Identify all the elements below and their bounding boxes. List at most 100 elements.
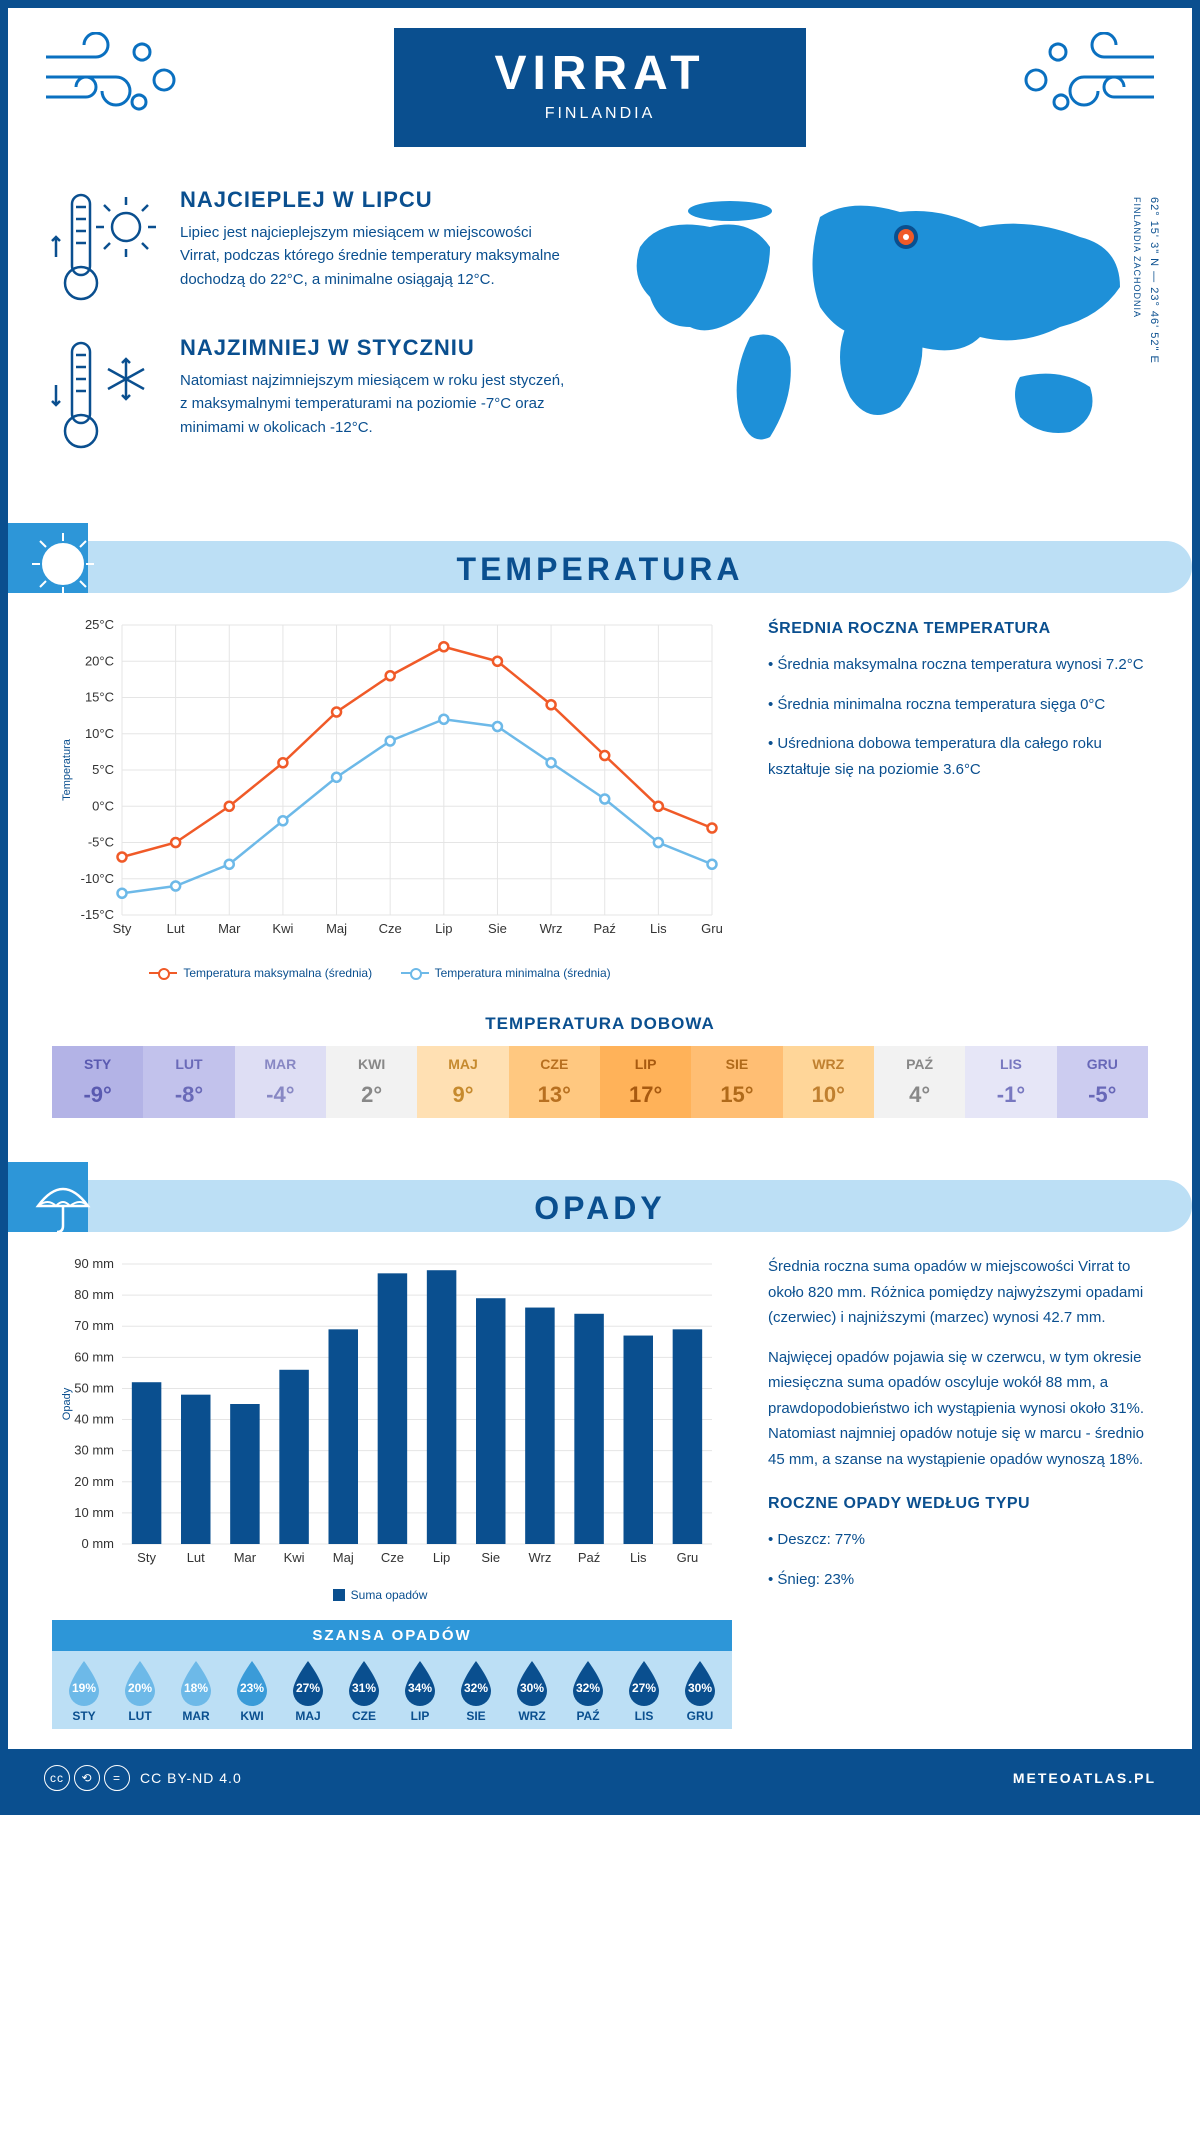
precip-paragraph: Średnia roczna suma opadów w miejscowośc… (768, 1254, 1148, 1331)
wind-icon (1024, 32, 1164, 122)
daily-temp-cell: GRU-5° (1057, 1046, 1148, 1118)
chance-cell: 27%MAJ (280, 1659, 336, 1723)
precip-legend-label: Suma opadów (351, 1588, 428, 1602)
section-head-precip: OPADY (8, 1162, 1192, 1232)
precip-chart: 0 mm10 mm20 mm30 mm40 mm50 mm60 mm70 mm8… (52, 1254, 732, 1729)
svg-text:Gru: Gru (701, 921, 723, 936)
daily-temperature-block: TEMPERATURA DOBOWA STY-9°LUT-8°MAR-4°KWI… (8, 1014, 1192, 1138)
svg-text:40 mm: 40 mm (74, 1412, 114, 1427)
svg-text:10 mm: 10 mm (74, 1505, 114, 1520)
fact-cold-text: Natomiast najzimniejszym miesiącem w rok… (180, 369, 568, 439)
fact-warmest: NAJCIEPLEJ W LIPCU Lipiec jest najcieple… (48, 187, 568, 307)
precip-paragraph: Najwięcej opadów pojawia się w czerwcu, … (768, 1345, 1148, 1473)
daily-temp-cell: SIE15° (691, 1046, 782, 1118)
svg-text:Lis: Lis (650, 921, 667, 936)
footer: cc⟲= CC BY-ND 4.0 METEOATLAS.PL (8, 1749, 1192, 1807)
svg-text:Kwi: Kwi (272, 921, 293, 936)
daily-temp-cell: MAR-4° (235, 1046, 326, 1118)
svg-text:Maj: Maj (326, 921, 347, 936)
svg-text:Lut: Lut (187, 1550, 205, 1565)
country-label: FINLANDIA (494, 105, 705, 123)
fact-warm-title: NAJCIEPLEJ W LIPCU (180, 187, 568, 213)
precip-legend: Suma opadów (52, 1588, 732, 1606)
svg-text:-15°C: -15°C (81, 907, 114, 922)
svg-text:Wrz: Wrz (540, 921, 563, 936)
svg-text:Cze: Cze (381, 1550, 404, 1565)
daily-temp-cell: LUT-8° (143, 1046, 234, 1118)
temp-bullet: • Średnia minimalna roczna temperatura s… (768, 692, 1148, 718)
chance-title: SZANSA OPADÓW (52, 1620, 732, 1651)
fact-warm-text: Lipiec jest najcieplejszym miesiącem w m… (180, 221, 568, 291)
svg-text:Maj: Maj (333, 1550, 354, 1565)
region-label: FINLANDIA ZACHODNIA (1132, 197, 1142, 318)
section-title-temperature: TEMPERATURA (8, 551, 1192, 588)
svg-text:Sie: Sie (481, 1550, 500, 1565)
city-title: VIRRAT (494, 46, 705, 101)
chance-cell: 20%LUT (112, 1659, 168, 1723)
chance-cell: 19%STY (56, 1659, 112, 1723)
temperature-sidebar: ŚREDNIA ROCZNA TEMPERATURA • Średnia mak… (768, 615, 1148, 980)
svg-text:60 mm: 60 mm (74, 1349, 114, 1364)
daily-temp-table: STY-9°LUT-8°MAR-4°KWI2°MAJ9°CZE13°LIP17°… (52, 1046, 1148, 1118)
daily-temp-cell: LIP17° (600, 1046, 691, 1118)
svg-text:Paź: Paź (594, 921, 616, 936)
svg-text:5°C: 5°C (92, 762, 114, 777)
svg-text:20 mm: 20 mm (74, 1474, 114, 1489)
daily-temp-title: TEMPERATURA DOBOWA (52, 1014, 1148, 1034)
legend-max-label: Temperatura maksymalna (średnia) (183, 966, 372, 980)
svg-text:Lut: Lut (167, 921, 185, 936)
cc-icons: cc⟲= (44, 1765, 130, 1791)
daily-temp-cell: LIS-1° (965, 1046, 1056, 1118)
svg-text:Sty: Sty (113, 921, 132, 936)
svg-text:10°C: 10°C (85, 726, 114, 741)
svg-text:Sie: Sie (488, 921, 507, 936)
svg-text:Lip: Lip (435, 921, 452, 936)
page: VIRRAT FINLANDIA NAJCIEPLEJ W LIPCU Lipi… (0, 0, 1200, 1815)
svg-text:15°C: 15°C (85, 690, 114, 705)
svg-text:Kwi: Kwi (284, 1550, 305, 1565)
world-map-icon (608, 187, 1152, 467)
precip-row: 0 mm10 mm20 mm30 mm40 mm50 mm60 mm70 mm8… (8, 1246, 1192, 1749)
site-label: METEOATLAS.PL (1013, 1770, 1156, 1786)
thermometer-snow-icon (48, 335, 158, 455)
map-block: 62° 15' 3" N — 23° 46' 52" E FINLANDIA Z… (608, 187, 1152, 483)
section-head-temperature: TEMPERATURA (8, 523, 1192, 593)
chance-cell: 30%WRZ (504, 1659, 560, 1723)
temp-bullet: • Średnia maksymalna roczna temperatura … (768, 652, 1148, 678)
daily-temp-cell: MAJ9° (417, 1046, 508, 1118)
svg-text:50 mm: 50 mm (74, 1380, 114, 1395)
svg-text:-10°C: -10°C (81, 871, 114, 886)
svg-text:Sty: Sty (137, 1550, 156, 1565)
title-box: VIRRAT FINLANDIA (394, 28, 805, 147)
thermometer-sun-icon (48, 187, 158, 307)
daily-temp-cell: PAŹ4° (874, 1046, 965, 1118)
chance-cell: 32%SIE (448, 1659, 504, 1723)
daily-temp-cell: KWI2° (326, 1046, 417, 1118)
daily-temp-cell: WRZ10° (783, 1046, 874, 1118)
svg-text:Mar: Mar (218, 921, 241, 936)
chance-cell: 27%LIS (616, 1659, 672, 1723)
intro-facts: NAJCIEPLEJ W LIPCU Lipiec jest najcieple… (48, 187, 568, 483)
temperature-row: -15°C-10°C-5°C0°C5°C10°C15°C20°C25°CStyL… (8, 607, 1192, 1000)
svg-text:80 mm: 80 mm (74, 1287, 114, 1302)
svg-text:90 mm: 90 mm (74, 1256, 114, 1271)
chance-cell: 34%LIP (392, 1659, 448, 1723)
temperature-chart: -15°C-10°C-5°C0°C5°C10°C15°C20°C25°CStyL… (52, 615, 732, 980)
coordinates-label: 62° 15' 3" N — 23° 46' 52" E (1148, 197, 1160, 364)
chance-cell: 30%GRU (672, 1659, 728, 1723)
svg-text:Paź: Paź (578, 1550, 600, 1565)
chance-cell: 31%CZE (336, 1659, 392, 1723)
svg-text:20°C: 20°C (85, 653, 114, 668)
daily-temp-cell: CZE13° (509, 1046, 600, 1118)
precip-type-bullet: • Śnieg: 23% (768, 1567, 1148, 1593)
precip-type-bullet: • Deszcz: 77% (768, 1527, 1148, 1553)
temp-bullet: • Uśredniona dobowa temperatura dla całe… (768, 731, 1148, 782)
svg-text:Mar: Mar (234, 1550, 257, 1565)
fact-coldest: NAJZIMNIEJ W STYCZNIU Natomiast najzimni… (48, 335, 568, 455)
section-title-precip: OPADY (8, 1190, 1192, 1227)
svg-text:Lip: Lip (433, 1550, 450, 1565)
precip-type-title: ROCZNE OPADY WEDŁUG TYPU (768, 1490, 1148, 1517)
legend-min-label: Temperatura minimalna (średnia) (435, 966, 611, 980)
svg-text:Wrz: Wrz (528, 1550, 551, 1565)
chance-cell: 23%KWI (224, 1659, 280, 1723)
